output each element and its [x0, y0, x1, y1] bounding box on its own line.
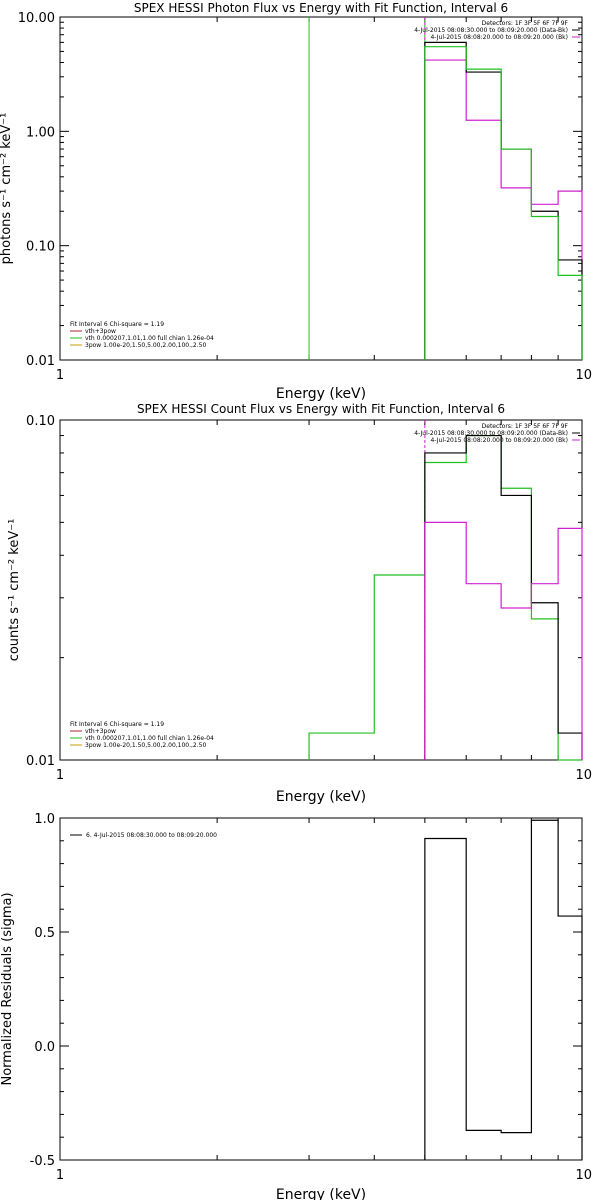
y-tick-label: 0.5 — [34, 926, 55, 941]
x-tick-label: 1 — [56, 1168, 64, 1183]
plot-frame — [59, 817, 583, 1161]
y-axis-label: Normalized Residuals (sigma) — [0, 892, 15, 1085]
legend-label: vth 0.000207,1.01,1.00 full chian 1.26e-… — [85, 335, 214, 342]
data-series-line — [424, 46, 583, 360]
plot-frame — [59, 419, 583, 761]
x-axis-label: Energy (keV) — [276, 1187, 366, 1200]
x-axis-label: Energy (keV) — [276, 386, 366, 402]
y-axis-label: photons s⁻¹ cm⁻² keV⁻¹ — [0, 113, 14, 265]
plot-frame — [59, 16, 583, 361]
residuals-panel: -0.5 0.0 0.5 1.0 1 10 Energy (keV) Normalized R… — [0, 812, 592, 1200]
legend-label: 4-Jul-2015 08:08:30.000 to 08:09:20.000 … — [414, 430, 568, 437]
chart-title: SPEX HESSI Photon Flux vs Energy with Fi… — [134, 1, 508, 15]
x-tick-label: 10 — [575, 1168, 592, 1183]
legend-label: vth 0.000207,1.01,1.00 full chian 1.26e-… — [85, 735, 214, 742]
count-flux-panel: 0.01 0.10 1 10 Energy (keV) counts s⁻¹ cm⁻² k… — [7, 402, 592, 805]
data-series-line — [424, 59, 583, 360]
data-series-line — [424, 434, 583, 760]
chart-title: SPEX HESSI Count Flux vs Energy with Fit… — [137, 402, 505, 416]
x-tick-label: 10 — [575, 768, 592, 783]
legend-label: 4-Jul-2015 08:08:20.000 to 08:09:20.000 … — [430, 437, 568, 444]
y-tick-label: 0.01 — [26, 754, 55, 769]
y-tick-label: 0.10 — [26, 240, 55, 255]
y-tick-label: 0.0 — [34, 1040, 55, 1055]
legend-label: 3pow 1.00e-20,1.50,5.00,2.00,100.,2.50 — [85, 742, 206, 749]
data-series-line — [424, 521, 583, 760]
legend-label: vth+3pow — [85, 328, 116, 335]
legend-label: Detectors: 1F 3F 5F 6F 7F 9F — [482, 423, 569, 430]
data-series-line — [424, 819, 583, 1160]
x-tick-label: 1 — [56, 768, 64, 783]
x-tick-label: 1 — [56, 368, 64, 383]
legend-label: Fit Interval 6 Chi-square = 1.19 — [70, 321, 164, 328]
legend-label: 4-Jul-2015 08:08:20.000 to 08:09:20.000 … — [430, 34, 568, 41]
legend-label: 6. 4-Jul-2015 08:08:30.000 to 08:09:20.0… — [86, 832, 217, 839]
legend-label: 3pow 1.00e-20,1.50,5.00,2.00,100.,2.50 — [85, 342, 206, 349]
legend-label: vth+3pow — [85, 728, 116, 735]
legend-label: 4-Jul-2015 08:08:30.000 to 08:09:20.000 … — [414, 27, 568, 34]
y-tick-label: -0.5 — [30, 1154, 55, 1169]
y-tick-label: 1.00 — [26, 125, 55, 140]
x-axis-label: Energy (keV) — [276, 789, 366, 805]
y-tick-label: 1.0 — [34, 812, 55, 827]
y-tick-label: 10.00 — [18, 11, 55, 26]
y-tick-label: 0.01 — [26, 354, 55, 369]
y-tick-label: 0.10 — [26, 414, 55, 429]
x-tick-label: 10 — [575, 368, 592, 383]
y-axis-label: counts s⁻¹ cm⁻² keV⁻¹ — [7, 519, 22, 662]
photon-flux-panel: 0.01 0.10 1.00 10.00 1 10 Energy (keV) photons … — [0, 1, 592, 402]
legend-label: Fit Interval 6 Chi-square = 1.19 — [70, 721, 164, 728]
data-series-line — [308, 434, 582, 761]
legend-label: Detectors: 1F 3F 5F 6F 7F 9F — [482, 20, 569, 27]
